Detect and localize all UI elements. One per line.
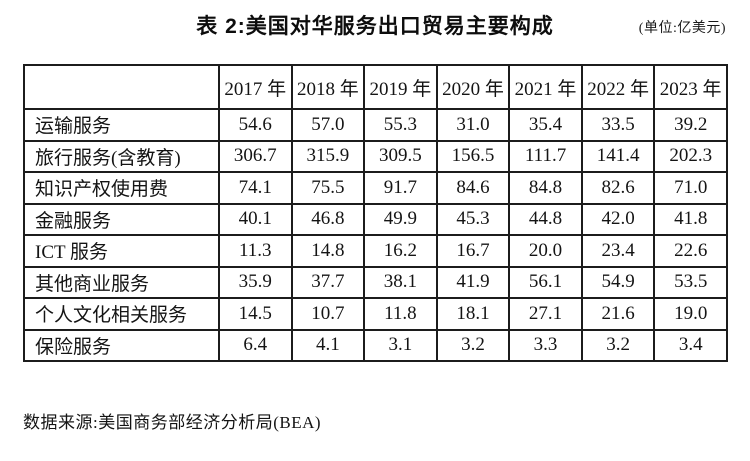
value-cell: 23.4 — [580, 234, 656, 268]
row-label: 保险服务 — [23, 328, 220, 362]
value-cell: 35.9 — [218, 265, 293, 299]
value-cell: 33.5 — [580, 108, 656, 142]
table-row: 个人文化相关服务 14.5 10.7 11.8 18.1 27.1 21.6 19.0 — [23, 297, 728, 331]
table-header-row: 2017 年 2018 年 2019 年 2020 年 2021 年 2022 年 2023… — [23, 64, 728, 110]
value-cell: 84.8 — [508, 171, 583, 205]
value-cell: 4.1 — [290, 328, 366, 362]
row-label: 旅行服务(含教育) — [23, 139, 220, 173]
data-source-note: 数据来源:美国商务部经济分析局(BEA) — [23, 413, 322, 432]
value-cell: 306.7 — [218, 139, 293, 173]
value-cell: 54.9 — [580, 265, 656, 299]
row-label: 运输服务 — [23, 108, 220, 142]
row-label: 金融服务 — [23, 202, 220, 236]
value-cell: 11.3 — [218, 234, 293, 268]
value-cell: 46.8 — [290, 202, 366, 236]
value-cell: 37.7 — [290, 265, 366, 299]
value-cell: 22.6 — [653, 234, 728, 268]
value-cell: 3.2 — [580, 328, 656, 362]
value-cell: 71.0 — [653, 171, 728, 205]
year-header: 2023 年 — [653, 64, 728, 110]
table-row: 知识产权使用费 74.1 75.5 91.7 84.6 84.8 82.6 71.0 — [23, 171, 728, 205]
value-cell: 84.6 — [435, 171, 511, 205]
value-cell: 45.3 — [435, 202, 511, 236]
value-cell: 6.4 — [218, 328, 293, 362]
value-cell: 3.3 — [508, 328, 583, 362]
value-cell: 91.7 — [363, 171, 438, 205]
corner-cell — [23, 64, 220, 110]
table-row: ICT 服务 11.3 14.8 16.2 16.7 20.0 23.4 22.6 — [23, 234, 728, 268]
value-cell: 42.0 — [580, 202, 656, 236]
table-row: 保险服务 6.4 4.1 3.1 3.2 3.3 3.2 3.4 — [23, 328, 728, 362]
value-cell: 31.0 — [435, 108, 511, 142]
value-cell: 44.8 — [508, 202, 583, 236]
value-cell: 54.6 — [218, 108, 293, 142]
value-cell: 82.6 — [580, 171, 656, 205]
value-cell: 315.9 — [290, 139, 366, 173]
value-cell: 14.8 — [290, 234, 366, 268]
row-label: 知识产权使用费 — [23, 171, 220, 205]
value-cell: 3.4 — [653, 328, 728, 362]
value-cell: 19.0 — [653, 297, 728, 331]
value-cell: 3.2 — [435, 328, 511, 362]
year-header: 2021 年 — [508, 64, 583, 110]
title-row: 表 2:美国对华服务出口贸易主要构成 — [0, 10, 750, 40]
table-row: 金融服务 40.1 46.8 49.9 45.3 44.8 42.0 41.8 — [23, 202, 728, 236]
value-cell: 309.5 — [363, 139, 438, 173]
table-title: 表 2:美国对华服务出口贸易主要构成 — [196, 15, 554, 38]
value-cell: 55.3 — [363, 108, 438, 142]
value-cell: 202.3 — [653, 139, 728, 173]
year-header: 2018 年 — [290, 64, 366, 110]
value-cell: 39.2 — [653, 108, 728, 142]
value-cell: 10.7 — [290, 297, 366, 331]
value-cell: 27.1 — [508, 297, 583, 331]
value-cell: 53.5 — [653, 265, 728, 299]
unit-note: (单位:亿美元) — [638, 21, 726, 36]
services-export-table: 2017 年 2018 年 2019 年 2020 年 2021 年 2022 年 2023… — [23, 64, 728, 362]
value-cell: 111.7 — [508, 139, 583, 173]
value-cell: 16.7 — [435, 234, 511, 268]
value-cell: 18.1 — [435, 297, 511, 331]
table-row: 旅行服务(含教育) 306.7 315.9 309.5 156.5 111.7 141.4 2… — [23, 139, 728, 173]
value-cell: 14.5 — [218, 297, 293, 331]
year-header: 2017 年 — [218, 64, 293, 110]
value-cell: 38.1 — [363, 265, 438, 299]
year-header: 2019 年 — [363, 64, 438, 110]
row-label: 个人文化相关服务 — [23, 297, 220, 331]
row-label: 其他商业服务 — [23, 265, 220, 299]
value-cell: 3.1 — [363, 328, 438, 362]
value-cell: 41.8 — [653, 202, 728, 236]
value-cell: 16.2 — [363, 234, 438, 268]
year-header: 2022 年 — [580, 64, 656, 110]
value-cell: 56.1 — [508, 265, 583, 299]
value-cell: 40.1 — [218, 202, 293, 236]
table-body: 运输服务 54.6 57.0 55.3 31.0 35.4 33.5 39.2 旅行服务(含教育… — [23, 108, 728, 362]
year-header: 2020 年 — [435, 64, 511, 110]
value-cell: 20.0 — [508, 234, 583, 268]
value-cell: 141.4 — [580, 139, 656, 173]
value-cell: 41.9 — [435, 265, 511, 299]
value-cell: 49.9 — [363, 202, 438, 236]
table-row: 其他商业服务 35.9 37.7 38.1 41.9 56.1 54.9 53.5 — [23, 265, 728, 299]
row-label: ICT 服务 — [23, 234, 220, 268]
value-cell: 57.0 — [290, 108, 366, 142]
value-cell: 74.1 — [218, 171, 293, 205]
value-cell: 156.5 — [435, 139, 511, 173]
value-cell: 35.4 — [508, 108, 583, 142]
value-cell: 75.5 — [290, 171, 366, 205]
table-row: 运输服务 54.6 57.0 55.3 31.0 35.4 33.5 39.2 — [23, 108, 728, 142]
value-cell: 21.6 — [580, 297, 656, 331]
value-cell: 11.8 — [363, 297, 438, 331]
